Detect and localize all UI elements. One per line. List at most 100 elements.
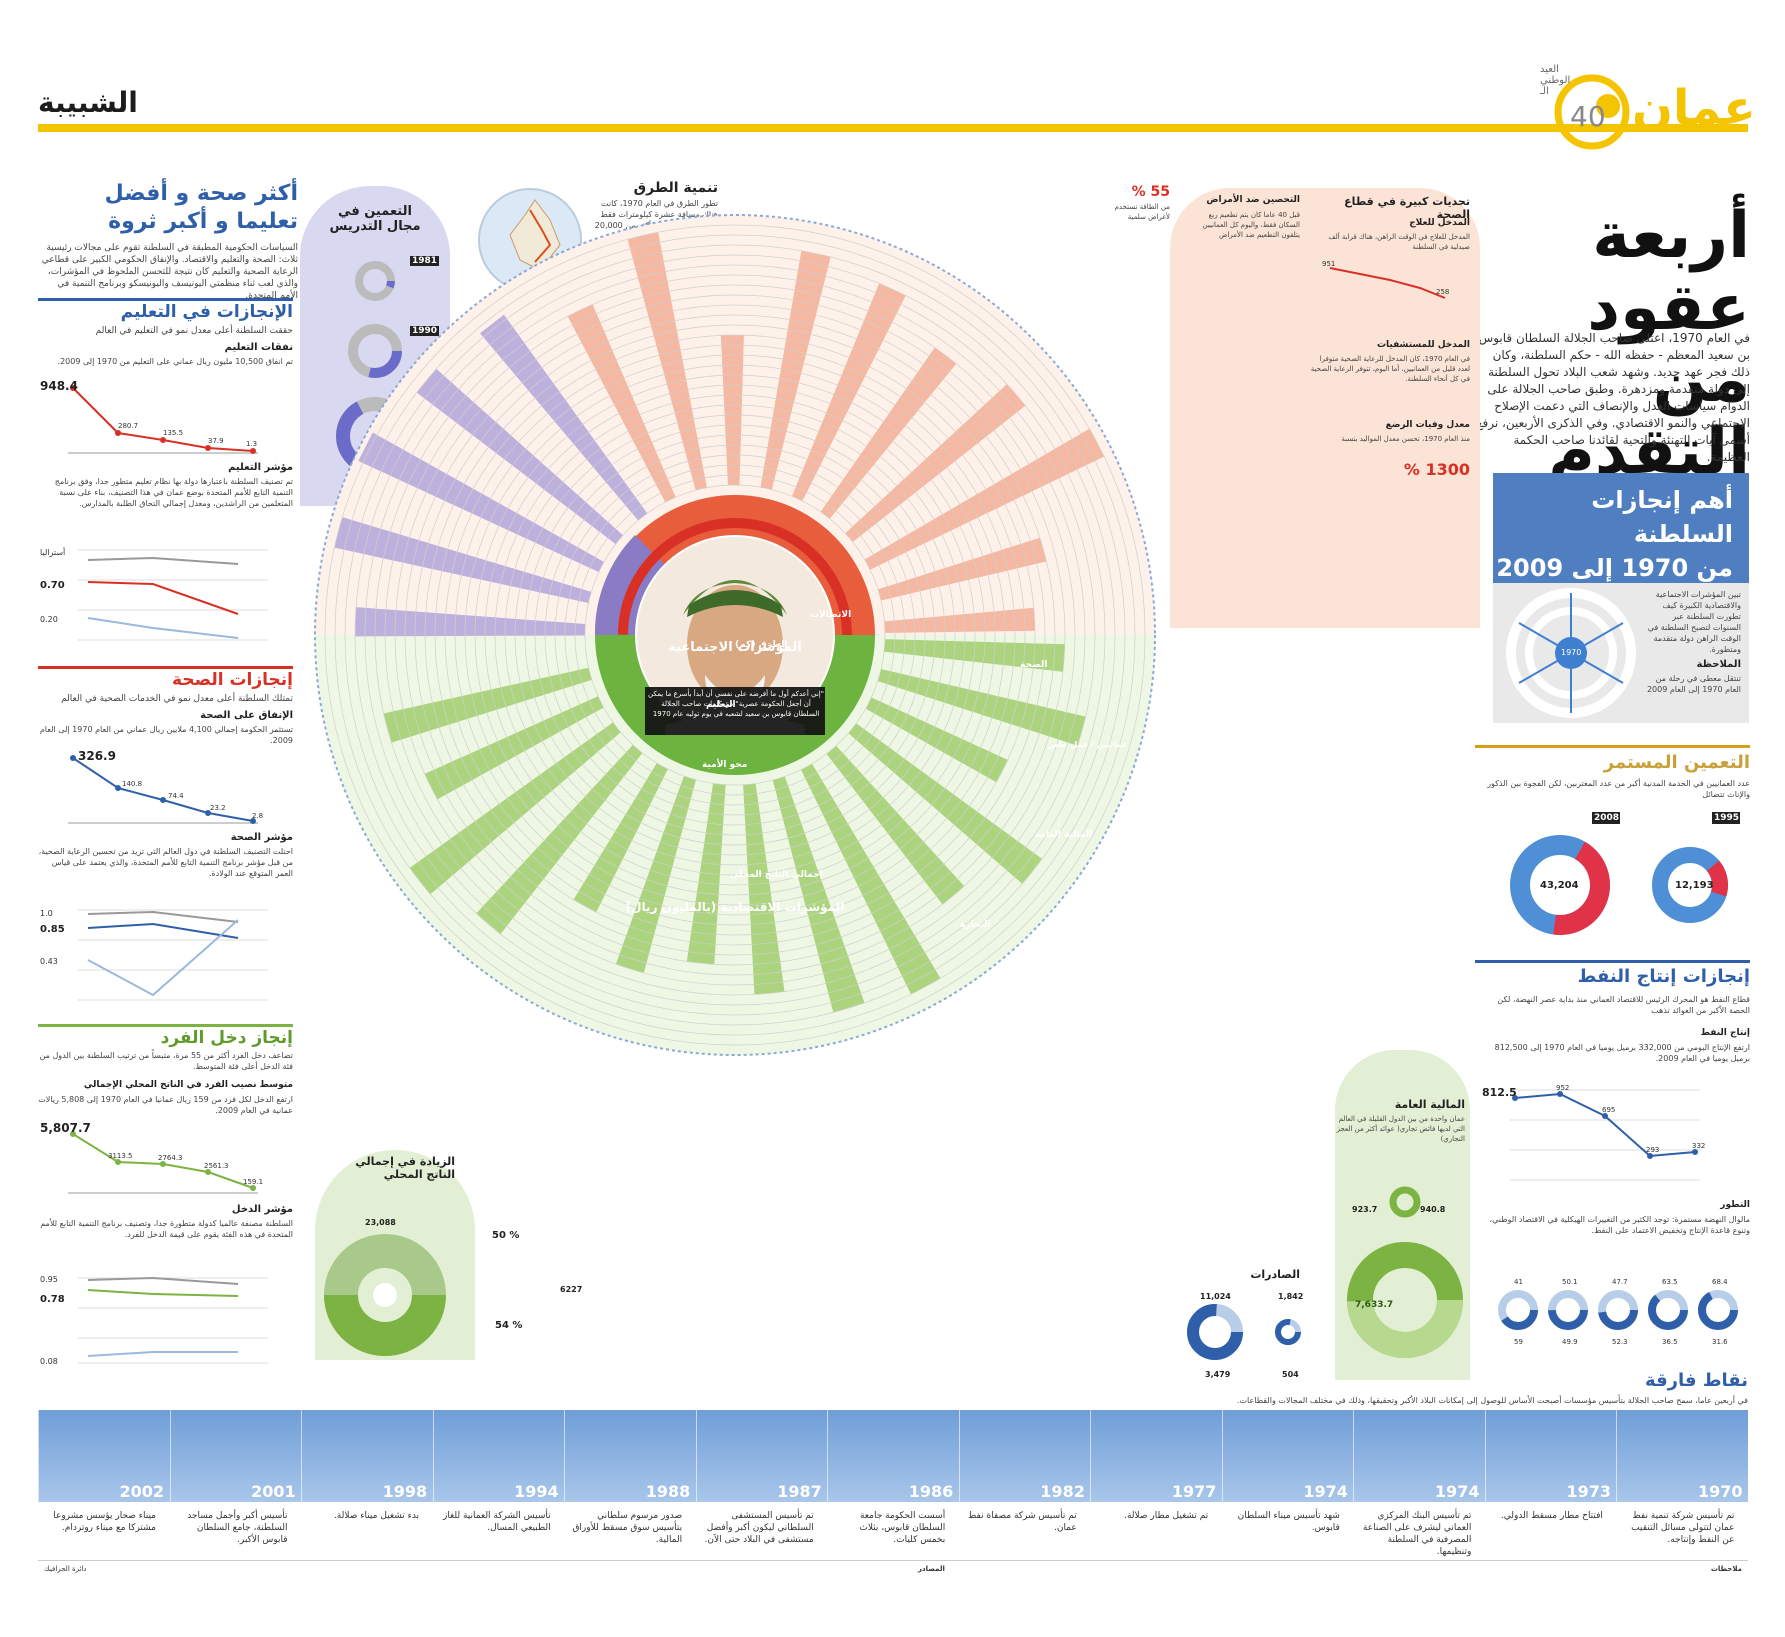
- timeline-event-text: شهد تأسيس ميناء السلطان قابوس.: [1237, 1511, 1340, 1533]
- oil-prod-title: إنتاج النفط: [1700, 1028, 1750, 1038]
- wheel-ring: [404, 304, 1066, 966]
- svg-text:2764.3: 2764.3: [158, 1154, 183, 1162]
- omanization-year-1995: 1995: [1714, 813, 1740, 823]
- wheel-ring: [514, 414, 956, 856]
- income-rule: [38, 1024, 293, 1027]
- logo-sub: العيد الوطني الـ: [1540, 64, 1571, 97]
- legend-radial-diagram: [1506, 588, 1636, 718]
- svg-text:0.43: 0.43: [40, 957, 58, 966]
- timeline-event-text: بدء تشغيل ميناء صلالة.: [333, 1511, 420, 1521]
- achievements-legend: 1970 تبين المؤشرات الاجتماعية والاقتصادي…: [1493, 583, 1749, 723]
- wheel-ring: [554, 454, 916, 816]
- svg-text:2.8: 2.8: [252, 812, 263, 820]
- income-title: إنجاز دخل الفرد: [160, 1028, 293, 1048]
- svg-text:0.78: 0.78: [40, 1294, 65, 1305]
- economic-ray: [772, 776, 865, 1013]
- oil-dev-text: مالوال النهضة مستمرة: توجد الكثير من الت…: [1489, 1215, 1750, 1235]
- health-index-chart: 1.0 0.85 0.43: [40, 909, 268, 1001]
- social-ray: [358, 432, 605, 573]
- timeline-event-text: تم تأسيس شركة تنمية نفط عمان لتتولى مسائ…: [1631, 1511, 1735, 1545]
- health-spend-chart: 326.9 140.8 74.4 23.2 2.8: [68, 749, 263, 824]
- timeline-event-text: افتتاح مطار مسقط الدولي.: [1500, 1511, 1603, 1521]
- timeline-event-text: أسست الحكومة جامعة السلطان قابوس، بثلاث …: [859, 1511, 946, 1545]
- main-radial-chart: [314, 214, 1156, 1056]
- roads-title: تنمية الطرق: [633, 180, 718, 196]
- infant-text: منذ العام 1970، تحسن معدل المواليد بنسبة: [1341, 435, 1470, 443]
- logo-word: عمان: [1632, 80, 1756, 136]
- income-index-chart: 0.95 0.78 0.08: [40, 1275, 268, 1366]
- svg-text:332: 332: [1692, 1142, 1705, 1150]
- immunization-text: قبل 40 عاما كان يتم تطعيم ربع السكان فقط…: [1202, 211, 1300, 239]
- achievements-text: تبين المؤشرات الاجتماعية والاقتصادية الك…: [1647, 590, 1741, 654]
- timeline-divider: [1353, 1410, 1355, 1502]
- svg-text:159.1: 159.1: [243, 1178, 263, 1186]
- timeline-strip: 1970 1973 1974 1974 1977 1982 1986 1987 1988 1994…: [38, 1410, 1748, 1502]
- svg-text:695: 695: [1602, 1106, 1615, 1114]
- economic-ray: [383, 667, 592, 743]
- wheel-ring: [474, 374, 996, 896]
- immunization-title: التحصين ضد الأمراض: [1206, 195, 1300, 205]
- header-rule: [38, 124, 1748, 132]
- access-title: المدخل للعلاج: [1409, 218, 1470, 228]
- economic-ray: [743, 783, 785, 995]
- finance-revenue-1980: 923.7: [1352, 1205, 1378, 1214]
- energy-pct: 55 %: [1131, 184, 1170, 200]
- left-headline: أكثر صحة و أفضل تعليما و أكبر ثروة السيا…: [41, 181, 298, 301]
- timeline-year: 1977: [1171, 1482, 1217, 1501]
- social-ray: [864, 428, 1105, 570]
- wheel-ring: [424, 324, 1046, 946]
- svg-text:63.5: 63.5: [1662, 1278, 1678, 1286]
- timeline-divider: [827, 1410, 829, 1502]
- health-index-title: مؤشر الصحة: [230, 832, 293, 843]
- economic-ray: [826, 745, 965, 905]
- finance-revenue-2008: 7,633.7: [1355, 1300, 1394, 1310]
- timeline-year: 1982: [1040, 1482, 1085, 1501]
- education-index-title: مؤشر التعليم: [228, 462, 293, 473]
- hospitals-text: في العام 1970، كان المدخل للرعاية الصحية…: [1310, 355, 1470, 383]
- svg-text:0.20: 0.20: [40, 615, 58, 624]
- social-ray: [355, 607, 586, 637]
- exports-oil-1995: 1,842: [1278, 1292, 1304, 1301]
- wheel-ring: [544, 444, 926, 826]
- svg-text:5,807.7: 5,807.7: [40, 1121, 91, 1135]
- ring-label-telecom: الاتصالات: [810, 610, 852, 620]
- economic-ray: [476, 744, 643, 935]
- footer: ملاحظات المصادر دائرة الجرافيك: [38, 1560, 1748, 1591]
- ring-label-roads: الطرق (كم): [735, 640, 788, 650]
- timeline-divider: [169, 1410, 171, 1502]
- education-index-text: تم تصنيف السلطنة باعتبارها دولة بها نظام…: [54, 477, 293, 508]
- oil-prod-text: ارتفع الإنتاج اليومي من 332,000 برميل يو…: [1494, 1043, 1750, 1063]
- legend-center-year: 1970: [1561, 648, 1582, 657]
- footer-credit: دائرة الجرافيك: [44, 1565, 87, 1573]
- timeline-title: نقاط فارقة: [1644, 1370, 1748, 1391]
- economic-indicators-label: المؤشرات الاقتصادية (بالمليون ريال): [625, 900, 845, 914]
- quote-text: "إني أعدكم أول ما أفرضه على نفسي أن أبدأ…: [648, 690, 824, 718]
- timeline-event-text: تأسيس الشركة العمانية للغاز الطبيعي المس…: [442, 1511, 551, 1533]
- ring-label-finance: المالية العامة: [1035, 830, 1093, 840]
- timeline-event-text: تم تأسيس المستشفى السلطاني ليكون أكبر وأ…: [704, 1511, 814, 1545]
- svg-text:31.6: 31.6: [1712, 1338, 1728, 1346]
- social-ray: [627, 232, 707, 491]
- teaching-year-1990: 1990: [410, 326, 440, 336]
- svg-text:50.1: 50.1: [1562, 1278, 1578, 1286]
- svg-text:68.4: 68.4: [1712, 1278, 1728, 1286]
- exports-nonoil-2008: 3,479: [1205, 1370, 1231, 1379]
- gdp-donut-2008: [324, 1234, 446, 1356]
- svg-text:952: 952: [1556, 1084, 1569, 1092]
- wheel-ring: [324, 224, 1146, 1046]
- exports-oil-2008: 11,024: [1200, 1292, 1231, 1301]
- note-title: الملاحظة: [1696, 659, 1742, 670]
- timeline-event-text: ميناء صحار يؤسس مشروعا مشتركا مع ميناء ر…: [53, 1511, 156, 1533]
- svg-text:1.3: 1.3: [246, 440, 257, 448]
- timeline-year: 2002: [119, 1482, 165, 1501]
- timeline-divider: [564, 1410, 566, 1502]
- svg-text:140.8: 140.8: [122, 780, 142, 788]
- timeline-divider: [695, 1410, 697, 1502]
- wheel-ring: [574, 474, 896, 796]
- footer-sources-label: المصادر: [918, 1565, 945, 1573]
- svg-text:52.3: 52.3: [1612, 1338, 1628, 1346]
- pharmacy-chart: 951 258: [1322, 260, 1449, 299]
- oil-rule: [1475, 960, 1750, 963]
- social-ray: [820, 347, 957, 519]
- economic-ray: [686, 783, 726, 965]
